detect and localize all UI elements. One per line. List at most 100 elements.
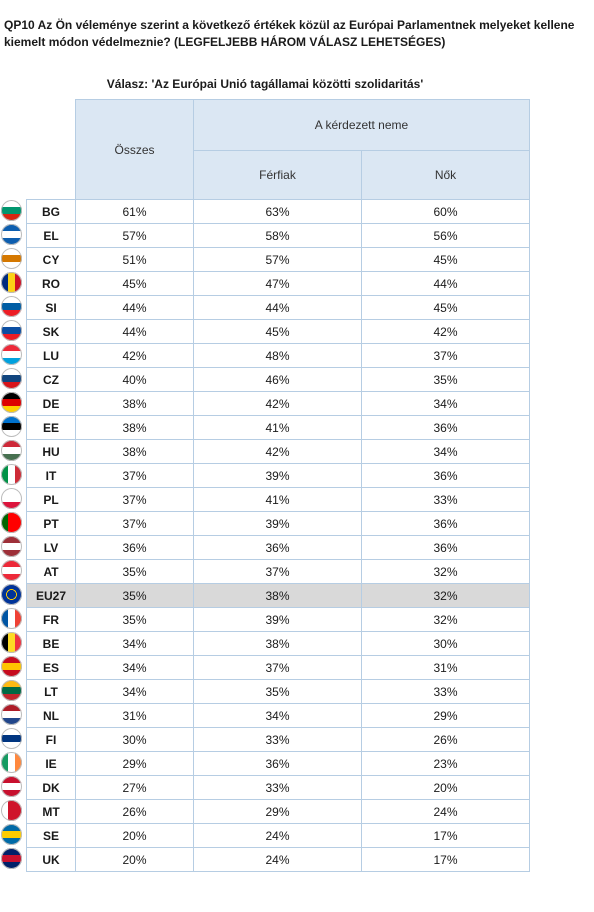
country-code-cell: CZ: [26, 367, 76, 392]
flag-icon: [1, 752, 22, 773]
total-cell: 45%: [75, 271, 194, 296]
country-code-cell: EU27: [26, 583, 76, 608]
table-row: DE 38% 42% 34%: [26, 391, 530, 416]
table-row: SK 44% 45% 42%: [26, 319, 530, 344]
male-cell: 38%: [193, 583, 362, 608]
country-code-cell: ES: [26, 655, 76, 680]
male-cell: 39%: [193, 463, 362, 488]
table-row: CY 51% 57% 45%: [26, 247, 530, 272]
female-cell: 36%: [361, 535, 530, 560]
country-code-cell: LT: [26, 679, 76, 704]
female-cell: 33%: [361, 487, 530, 512]
male-cell: 34%: [193, 703, 362, 728]
female-cell: 34%: [361, 439, 530, 464]
results-table: Összes A kérdezett neme Férfiak Nők BG 61…: [26, 99, 530, 872]
female-cell: 60%: [361, 199, 530, 224]
table-row: FR 35% 39% 32%: [26, 607, 530, 632]
female-cell: 24%: [361, 799, 530, 824]
male-cell: 37%: [193, 655, 362, 680]
table-row: MT 26% 29% 24%: [26, 799, 530, 824]
total-cell: 37%: [75, 511, 194, 536]
female-cell: 32%: [361, 607, 530, 632]
female-cell: 17%: [361, 823, 530, 848]
female-cell: 31%: [361, 655, 530, 680]
table-row: LV 36% 36% 36%: [26, 535, 530, 560]
male-cell: 47%: [193, 271, 362, 296]
female-cell: 42%: [361, 319, 530, 344]
total-cell: 38%: [75, 439, 194, 464]
flag-icon: [1, 608, 22, 629]
table-row: LU 42% 48% 37%: [26, 343, 530, 368]
male-cell: 41%: [193, 415, 362, 440]
total-cell: 40%: [75, 367, 194, 392]
total-cell: 44%: [75, 295, 194, 320]
table-row: NL 31% 34% 29%: [26, 703, 530, 728]
table-row: IE 29% 36% 23%: [26, 751, 530, 776]
flag-icon: [1, 824, 22, 845]
male-cell: 39%: [193, 607, 362, 632]
flag-icon: [1, 536, 22, 557]
country-code-cell: SI: [26, 295, 76, 320]
male-cell: 33%: [193, 775, 362, 800]
female-cell: 32%: [361, 583, 530, 608]
country-code-cell: LV: [26, 535, 76, 560]
table-row: SI 44% 44% 45%: [26, 295, 530, 320]
total-cell: 35%: [75, 607, 194, 632]
male-cell: 42%: [193, 439, 362, 464]
country-code-cell: UK: [26, 847, 76, 872]
flag-icon: [1, 680, 22, 701]
total-cell: 30%: [75, 727, 194, 752]
flag-icon: [1, 296, 22, 317]
female-cell: 23%: [361, 751, 530, 776]
female-cell: 17%: [361, 847, 530, 872]
total-cell: 36%: [75, 535, 194, 560]
table-row: PT 37% 39% 36%: [26, 511, 530, 536]
male-cell: 44%: [193, 295, 362, 320]
header-corner: [26, 99, 76, 200]
flag-icon: [1, 656, 22, 677]
flag-icon: [1, 440, 22, 461]
country-code-cell: DE: [26, 391, 76, 416]
flag-icon: [1, 512, 22, 533]
total-cell: 35%: [75, 559, 194, 584]
total-cell: 37%: [75, 463, 194, 488]
female-cell: 37%: [361, 343, 530, 368]
country-code-cell: RO: [26, 271, 76, 296]
country-code-cell: PL: [26, 487, 76, 512]
female-cell: 36%: [361, 415, 530, 440]
female-cell: 35%: [361, 367, 530, 392]
country-code-cell: SK: [26, 319, 76, 344]
male-cell: 46%: [193, 367, 362, 392]
flag-icon: [1, 776, 22, 797]
male-cell: 37%: [193, 559, 362, 584]
flag-icon: [1, 560, 22, 581]
male-cell: 63%: [193, 199, 362, 224]
female-cell: 45%: [361, 295, 530, 320]
country-code-cell: SE: [26, 823, 76, 848]
country-code-cell: BG: [26, 199, 76, 224]
female-cell: 36%: [361, 463, 530, 488]
total-cell: 31%: [75, 703, 194, 728]
table-row: UK 20% 24% 17%: [26, 847, 530, 872]
answer-subtitle: Válasz: 'Az Európai Unió tagállamai közö…: [106, 77, 424, 91]
country-code-cell: HU: [26, 439, 76, 464]
country-code-cell: EE: [26, 415, 76, 440]
total-cell: 34%: [75, 679, 194, 704]
country-code-cell: BE: [26, 631, 76, 656]
total-cell: 20%: [75, 823, 194, 848]
table-row: PL 37% 41% 33%: [26, 487, 530, 512]
male-cell: 57%: [193, 247, 362, 272]
question-text: QP10 Az Ön véleménye szerint a következő…: [4, 18, 575, 49]
female-cell: 34%: [361, 391, 530, 416]
flag-icon: [1, 800, 22, 821]
country-code-cell: LU: [26, 343, 76, 368]
flag-icon: [1, 368, 22, 389]
table-row: EL 57% 58% 56%: [26, 223, 530, 248]
flag-icon: [1, 272, 22, 293]
flag-icon: [1, 464, 22, 485]
table-row: CZ 40% 46% 35%: [26, 367, 530, 392]
header-total: Összes: [75, 99, 194, 200]
female-cell: 56%: [361, 223, 530, 248]
header-female: Nők: [361, 150, 530, 200]
male-cell: 33%: [193, 727, 362, 752]
